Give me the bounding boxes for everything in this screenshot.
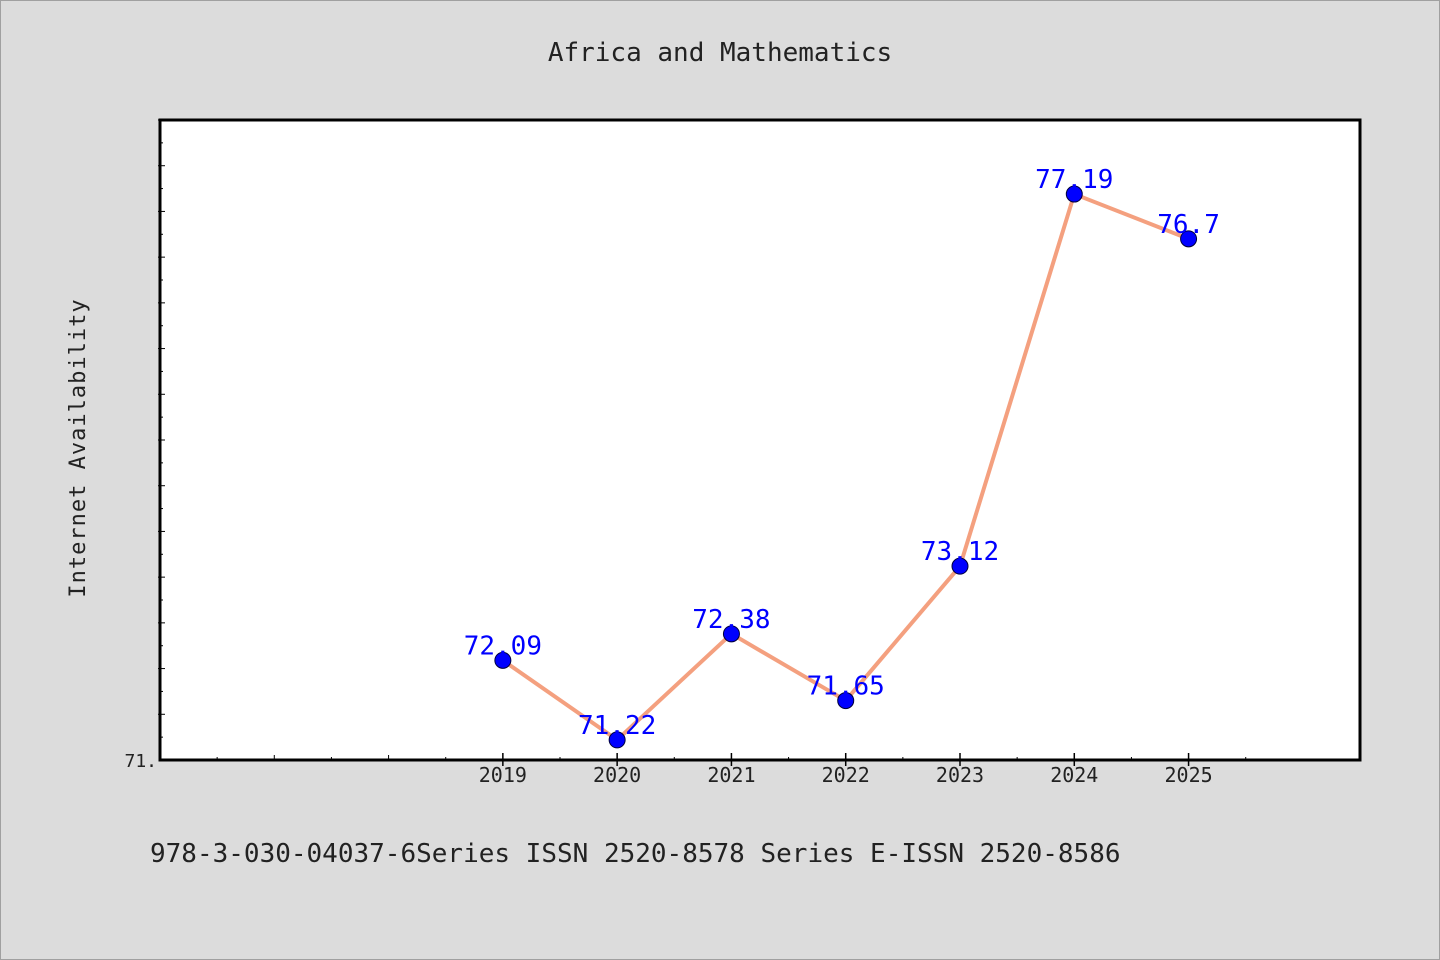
y-axis-label: Internet Availability xyxy=(66,298,91,597)
x-axis-minor-ticks xyxy=(216,755,1247,760)
data-point xyxy=(1065,185,1083,203)
x-tick-label: 2019 xyxy=(479,763,527,787)
y-axis-tick-labels: 71. xyxy=(124,751,157,772)
x-tick-label: 2020 xyxy=(593,763,641,787)
data-point xyxy=(608,731,626,749)
data-point xyxy=(837,692,855,710)
data-labels-layer: 72.09 71.22 72.38 71.65 73.12 77.19 76.7 xyxy=(464,165,1220,741)
x-tick-label: 2025 xyxy=(1164,763,1212,787)
data-point xyxy=(951,557,969,575)
data-label: 77.19 xyxy=(1035,165,1113,195)
x-tick-label: 2023 xyxy=(936,763,984,787)
data-label: 73.12 xyxy=(921,537,999,567)
data-label: 76.7 xyxy=(1157,210,1220,240)
footer-text: 978-3-030-04037-6Series ISSN 2520-8578 S… xyxy=(150,839,1121,869)
data-label: 71.65 xyxy=(807,672,885,702)
x-tick-label: 2024 xyxy=(1050,763,1098,787)
chart-title: Africa and Mathematics xyxy=(548,38,892,68)
data-label: 72.09 xyxy=(464,631,542,661)
data-label: 71.22 xyxy=(578,711,656,741)
y-axis-ticks xyxy=(158,119,165,738)
x-tick-label: 2022 xyxy=(822,763,870,787)
data-point xyxy=(1180,230,1198,248)
x-axis-ticks xyxy=(502,753,1190,766)
y-tick-label: 71. xyxy=(124,751,157,772)
data-label: 72.38 xyxy=(692,605,770,635)
markers-layer xyxy=(494,185,1198,749)
data-point xyxy=(722,625,740,643)
x-axis-tick-labels: 2019 2020 2021 2022 2023 2024 2025 xyxy=(479,763,1213,787)
data-point xyxy=(494,651,512,669)
x-tick-label: 2021 xyxy=(707,763,755,787)
